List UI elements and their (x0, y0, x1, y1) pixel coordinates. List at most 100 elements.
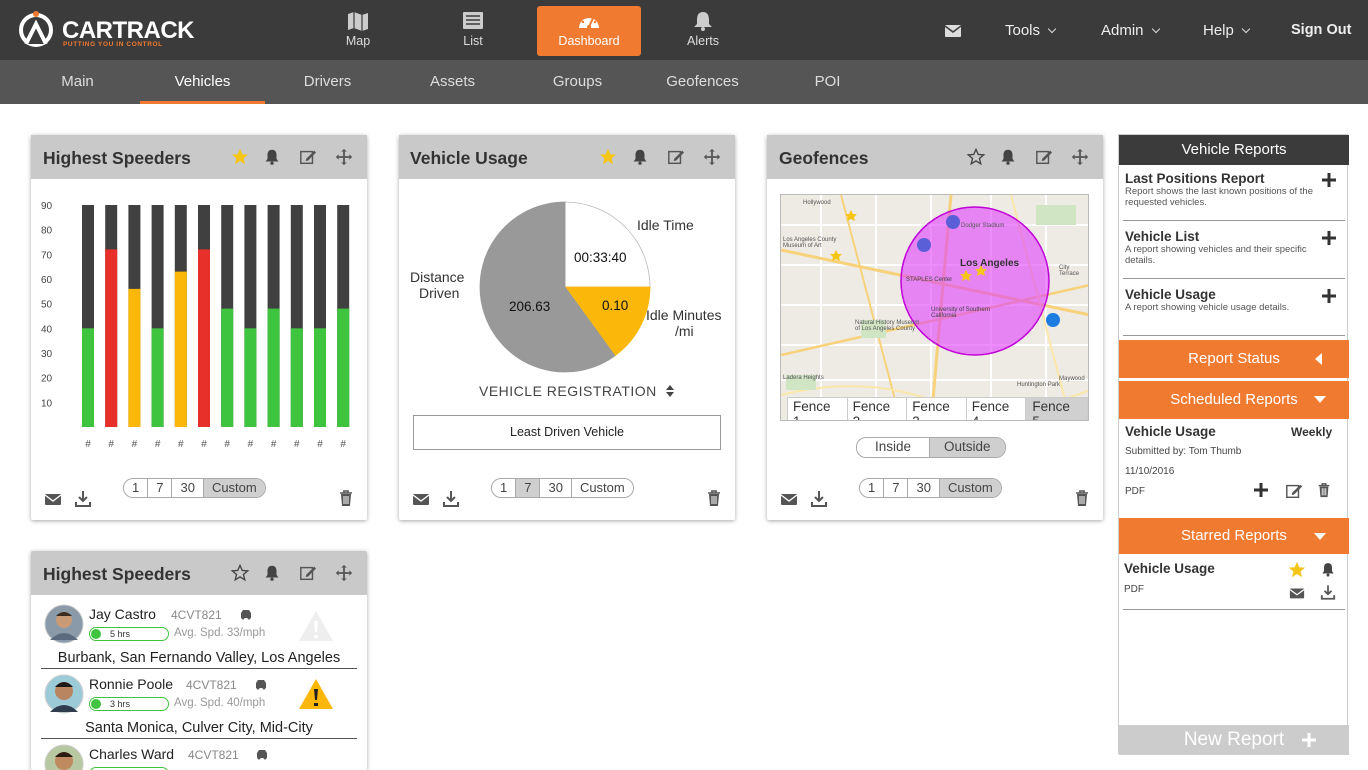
speed-bar[interactable] (151, 328, 164, 427)
speed-bar[interactable] (82, 328, 94, 427)
pie-slice[interactable] (479, 201, 616, 373)
download-icon[interactable] (442, 490, 460, 508)
speed-bar[interactable] (198, 249, 210, 427)
edit-icon[interactable] (299, 148, 317, 166)
period-7[interactable]: 7 (883, 479, 907, 497)
tab-main[interactable]: Main (61, 73, 94, 90)
trash-icon[interactable] (705, 489, 723, 507)
tab-geofences[interactable]: Geofences (666, 73, 739, 90)
period-custom[interactable]: Custom (202, 479, 265, 497)
speed-bar[interactable] (290, 328, 303, 427)
bell-icon[interactable] (999, 148, 1017, 166)
tab-poi[interactable]: POI (814, 73, 841, 90)
scheduled-reports-header[interactable]: Scheduled Reports (1119, 381, 1349, 419)
speed-bar[interactable] (244, 328, 257, 427)
mail-icon[interactable] (780, 490, 798, 508)
report-item[interactable]: Last Positions Report Report shows the l… (1125, 171, 1343, 208)
fence-1[interactable]: Fence 1 (788, 398, 848, 420)
speed-bar[interactable] (174, 271, 187, 427)
speed-bar[interactable] (337, 308, 350, 427)
period-30[interactable]: 30 (907, 479, 938, 497)
tab-groups[interactable]: Groups (552, 73, 603, 90)
speed-bar[interactable] (267, 308, 280, 427)
move-icon[interactable] (703, 148, 721, 166)
list-item[interactable]: Jay Castro 4CVT821 5 hrs Avg. Spd. 33/mp… (31, 601, 367, 671)
tools-menu[interactable]: Tools (1005, 22, 1057, 39)
period-1[interactable]: 1 (500, 480, 508, 495)
download-icon[interactable] (1320, 584, 1336, 601)
period-custom[interactable]: Custom (570, 479, 633, 497)
mail-icon[interactable] (945, 25, 961, 37)
bell-icon[interactable] (263, 564, 281, 582)
scheduled-report-item[interactable]: Vehicle Usage Weekly Submitted by: Tom T… (1125, 424, 1343, 509)
period-custom[interactable]: Custom (938, 479, 1001, 497)
new-report-button[interactable]: New Report (1119, 725, 1349, 755)
star-filled-icon[interactable] (599, 148, 617, 166)
help-menu[interactable]: Help (1203, 22, 1251, 39)
starred-reports-header[interactable]: Starred Reports (1119, 518, 1349, 554)
edit-icon[interactable] (667, 148, 685, 166)
period-30[interactable]: 30 (539, 479, 570, 497)
nav-list[interactable]: List (421, 6, 525, 56)
admin-menu[interactable]: Admin (1101, 22, 1160, 39)
star-outline-icon[interactable] (231, 564, 249, 582)
edit-icon[interactable] (1285, 482, 1303, 500)
toggle-outside[interactable]: Outside (929, 438, 1005, 457)
star-filled-icon[interactable] (231, 148, 249, 166)
edit-icon[interactable] (1035, 148, 1053, 166)
period-7[interactable]: 7 (147, 479, 171, 497)
nav-dashboard[interactable]: Dashboard (537, 6, 641, 56)
star-filled-icon[interactable] (1288, 561, 1306, 579)
pie-slice[interactable] (564, 201, 651, 288)
mail-icon[interactable] (412, 490, 430, 508)
move-icon[interactable] (335, 148, 353, 166)
geofence-map[interactable]: Los Angeles Hollywood Los Angeles County… (780, 194, 1089, 421)
add-icon[interactable] (1253, 482, 1269, 498)
move-icon[interactable] (335, 564, 353, 582)
speed-bar[interactable] (221, 308, 234, 427)
tab-drivers[interactable]: Drivers (303, 73, 352, 90)
cartrack-logo[interactable]: CARTRACK PUTTING YOU IN CONTROL (16, 8, 196, 52)
fence-5[interactable]: Fence 5 (1026, 398, 1087, 420)
add-icon[interactable] (1321, 288, 1337, 304)
registration-sort[interactable]: VEHICLE REGISTRATION (479, 383, 675, 399)
starred-report-item[interactable]: Vehicle Usage PDF (1124, 561, 1342, 600)
bell-icon[interactable] (631, 148, 649, 166)
period-1[interactable]: 1 (868, 480, 876, 495)
move-icon[interactable] (1071, 148, 1089, 166)
speed-bar[interactable] (128, 288, 141, 427)
period-30[interactable]: 30 (171, 479, 202, 497)
sign-out-link[interactable]: Sign Out (1291, 22, 1352, 38)
download-icon[interactable] (810, 490, 828, 508)
mail-icon[interactable] (1288, 585, 1306, 601)
trash-icon[interactable] (1073, 489, 1091, 507)
bell-icon[interactable] (1320, 561, 1336, 578)
list-item[interactable]: Charles Ward 4CVT821 (31, 741, 367, 770)
tab-assets[interactable]: Assets (429, 73, 475, 90)
list-item[interactable]: Ronnie Poole 4CVT821 3 hrs Avg. Spd. 40/… (31, 671, 367, 741)
period-1[interactable]: 1 (132, 480, 140, 495)
nav-alerts[interactable]: Alerts (651, 6, 755, 56)
fence-2[interactable]: Fence 2 (848, 398, 908, 420)
tab-vehicles[interactable]: Vehicles (140, 60, 265, 104)
bell-icon[interactable] (263, 148, 281, 166)
download-icon[interactable] (74, 490, 92, 508)
trash-icon[interactable] (337, 489, 355, 507)
add-icon[interactable] (1321, 172, 1337, 188)
speed-bar[interactable] (314, 328, 326, 427)
report-status-header[interactable]: Report Status (1119, 340, 1349, 378)
add-icon[interactable] (1321, 230, 1337, 246)
period-7[interactable]: 7 (515, 479, 540, 497)
mail-icon[interactable] (44, 490, 62, 508)
star-outline-icon[interactable] (967, 148, 985, 166)
least-driven-vehicle-select[interactable]: Least Driven Vehicle (413, 415, 721, 450)
edit-icon[interactable] (299, 564, 317, 582)
speed-bar[interactable] (105, 249, 118, 427)
pie-slice[interactable] (564, 286, 651, 357)
report-item[interactable]: Vehicle List A report showing vehicles a… (1125, 229, 1343, 266)
nav-map[interactable]: Map (306, 6, 410, 56)
fence-3[interactable]: Fence 3 (907, 398, 967, 420)
fence-4[interactable]: Fence 4 (967, 398, 1027, 420)
toggle-inside[interactable]: Inside (875, 439, 912, 454)
report-item[interactable]: Vehicle Usage A report showing vehicle u… (1125, 287, 1343, 313)
